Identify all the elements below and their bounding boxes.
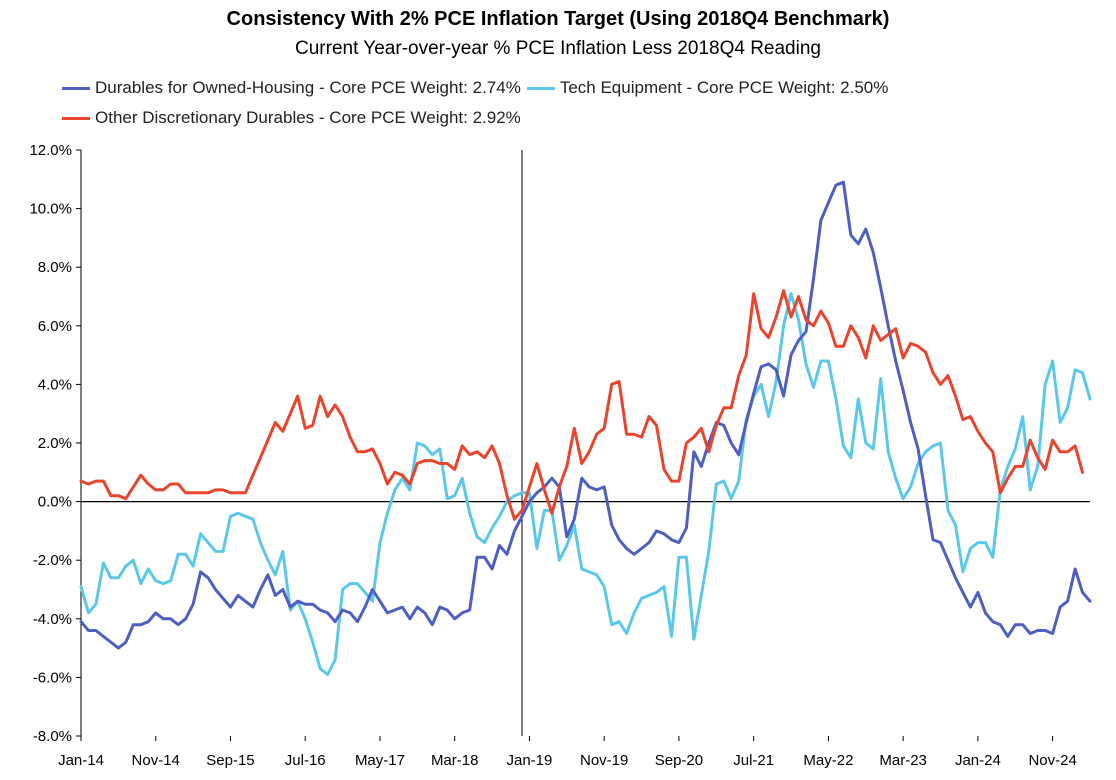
y-tick-label: 4.0% <box>38 376 72 393</box>
y-tick-label: 12.0% <box>29 142 72 159</box>
legend-item-other-discretionary: Other Discretionary Durables - Core PCE … <box>62 108 521 128</box>
legend-label-other-discretionary: Other Discretionary Durables - Core PCE … <box>95 108 521 127</box>
x-tick-label: Jul-16 <box>285 752 326 769</box>
x-tick-label: Sep-20 <box>655 752 703 769</box>
y-tick-label: -8.0% <box>33 728 72 745</box>
y-tick-label: 6.0% <box>38 318 72 335</box>
x-tick-label: Mar-23 <box>879 752 927 769</box>
y-tick-label: 8.0% <box>38 259 72 276</box>
x-tick-label: Nov-19 <box>580 752 628 769</box>
legend-item-durables-owned-housing: Durables for Owned-Housing - Core PCE We… <box>62 78 521 98</box>
x-tick-label: Jan-19 <box>507 752 553 769</box>
x-tick-label: Mar-18 <box>431 752 479 769</box>
series-line-other-discretionary <box>79 289 1084 521</box>
x-tick-label: Sep-15 <box>206 752 254 769</box>
legend-label-durables-owned-housing: Durables for Owned-Housing - Core PCE We… <box>95 78 521 97</box>
x-tick-label: Nov-14 <box>132 752 180 769</box>
legend-row-2: Other Discretionary Durables - Core PCE … <box>62 106 527 130</box>
y-tick-label: 10.0% <box>29 201 72 218</box>
legend-label-tech-equipment: Tech Equipment - Core PCE Weight: 2.50% <box>559 78 889 97</box>
x-tick-label: Jul-21 <box>733 752 774 769</box>
x-tick-label: May-17 <box>355 752 405 769</box>
y-tick-label: 2.0% <box>38 435 72 452</box>
y-tick-label: -6.0% <box>33 669 72 686</box>
x-tick-label: May-22 <box>803 752 853 769</box>
chart-subtitle: Current Year-over-year % PCE Inflation L… <box>295 38 821 59</box>
x-tick-label: Nov-24 <box>1028 752 1076 769</box>
legend-item-tech-equipment: Tech Equipment - Core PCE Weight: 2.50% <box>526 78 889 98</box>
legend-swatch-tech-equipment <box>526 86 555 90</box>
series-line-durables-owned-housing <box>79 180 1092 650</box>
series-line-tech-equipment <box>79 292 1092 676</box>
chart-title: Consistency With 2% PCE Inflation Target… <box>226 8 890 30</box>
y-tick-label: -4.0% <box>33 611 72 628</box>
legend-swatch-other-discretionary <box>62 116 90 120</box>
y-tick-label: 0.0% <box>38 494 72 511</box>
x-tick-label: Jan-24 <box>955 752 1001 769</box>
x-tick-label: Jan-14 <box>58 752 104 769</box>
legend-row-1: Durables for Owned-Housing - Core PCE We… <box>62 76 894 100</box>
legend-swatch-durables-owned-housing <box>62 86 90 90</box>
y-tick-label: -2.0% <box>33 552 72 569</box>
